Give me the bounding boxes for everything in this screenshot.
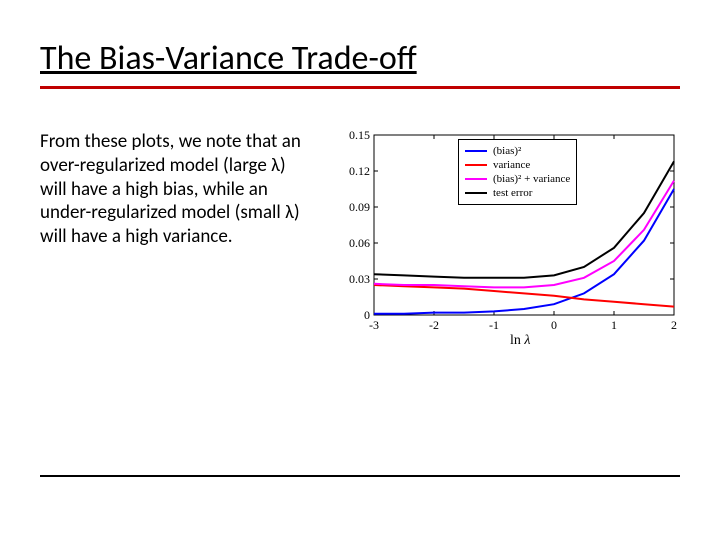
- legend-row: (bias)² + variance: [465, 172, 570, 186]
- ytick-label: 0.06: [338, 236, 370, 251]
- legend-label: (bias)² + variance: [493, 173, 570, 185]
- footer-line: [40, 475, 680, 477]
- legend-swatch: [465, 178, 487, 180]
- xtick-label: 2: [662, 318, 686, 333]
- ytick-label: 0.03: [338, 272, 370, 287]
- page-title: The Bias-Variance Trade-off: [40, 38, 417, 79]
- body-paragraph: From these plots, we note that an over-r…: [40, 130, 310, 249]
- legend-label: (bias)²: [493, 145, 521, 157]
- ytick-label: 0.12: [338, 164, 370, 179]
- ytick-label: 0.15: [338, 128, 370, 143]
- legend-swatch: [465, 192, 487, 194]
- bias-variance-chart: 00.030.060.090.120.15-3-2-1012ln λ(bias)…: [330, 125, 690, 355]
- x-axis-label: ln λ: [510, 333, 530, 349]
- xtick-label: 0: [542, 318, 566, 333]
- legend-swatch: [465, 150, 487, 152]
- legend-row: (bias)²: [465, 144, 570, 158]
- title-underline: [40, 86, 680, 89]
- legend-row: test error: [465, 186, 570, 200]
- legend-label: variance: [493, 159, 530, 171]
- xtick-label: -2: [422, 318, 446, 333]
- ytick-label: 0.09: [338, 200, 370, 215]
- xtick-label: 1: [602, 318, 626, 333]
- legend-label: test error: [493, 187, 532, 199]
- legend-swatch: [465, 164, 487, 166]
- xtick-label: -3: [362, 318, 386, 333]
- legend-row: variance: [465, 158, 570, 172]
- chart-legend: (bias)² variance (bias)² + variance test er…: [458, 139, 577, 205]
- xtick-label: -1: [482, 318, 506, 333]
